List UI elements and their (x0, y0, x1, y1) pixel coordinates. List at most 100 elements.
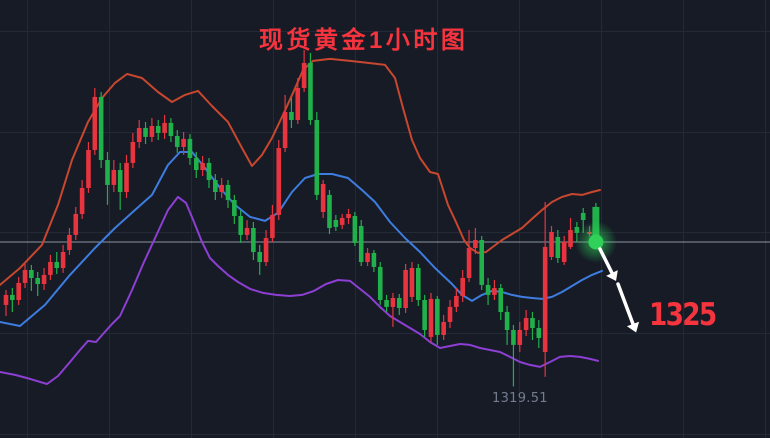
candle-body (238, 216, 243, 235)
candle-body (580, 212, 586, 220)
glow-dot (588, 234, 604, 250)
candle-body (117, 170, 123, 192)
candle-body (35, 278, 41, 284)
candle-body (244, 228, 250, 235)
candle-body (314, 120, 320, 195)
candle-body (136, 128, 142, 142)
candle-body (105, 160, 110, 185)
candle-body (155, 126, 161, 133)
candle-body (29, 270, 34, 278)
candle-body (371, 252, 377, 267)
candle-body (73, 214, 79, 235)
candle-body (41, 274, 47, 284)
candle-body (251, 228, 256, 252)
candle-body (98, 96, 104, 160)
candle-body (187, 138, 193, 158)
candle-body (92, 96, 98, 150)
candle-body (441, 322, 446, 335)
candle-body (339, 218, 345, 225)
candle-body (282, 112, 288, 148)
bollinger-upper-band (0, 57, 601, 286)
candle-body (257, 252, 263, 262)
candle-body (415, 268, 421, 300)
current-price-glow-dot (574, 221, 617, 263)
candle-body (308, 62, 313, 120)
candle-body (16, 282, 21, 300)
candle-body (492, 288, 497, 295)
candle-body (79, 188, 85, 214)
candle-body (396, 298, 402, 308)
candle-body (536, 328, 542, 338)
candle-body (219, 184, 224, 192)
candle-body (181, 138, 186, 147)
candle-body (523, 318, 529, 330)
candle-body (555, 236, 561, 258)
candle-body (479, 240, 485, 285)
candle-body (149, 126, 155, 137)
candle-body (86, 150, 91, 188)
candle-body (22, 270, 28, 283)
candle-body (263, 238, 269, 262)
chart-title: 现货黄金1小时图 (259, 27, 469, 54)
candle-body (270, 214, 275, 238)
bollinger-middle-band (0, 151, 603, 327)
candle-body (466, 248, 472, 278)
candle-body (200, 162, 205, 170)
candle-body (295, 88, 301, 120)
arrow-shaft (598, 247, 614, 275)
low-price-label: 1319.51 (492, 391, 548, 406)
candle-body (460, 278, 465, 296)
candle-body (390, 298, 396, 307)
candle-body (377, 266, 383, 300)
candle-body (276, 148, 282, 215)
candle-body (301, 62, 307, 88)
candle-body (225, 184, 231, 200)
candle-body (48, 262, 53, 275)
candle-body (168, 122, 174, 136)
candle-body (54, 262, 60, 268)
candle-body (320, 184, 326, 212)
candle-body (111, 170, 117, 185)
bollinger-lower-band (0, 195, 599, 385)
candle-body (422, 300, 427, 330)
candle-body (346, 214, 351, 218)
candle-body (504, 312, 510, 330)
arrow-head (606, 270, 618, 282)
candle-body (213, 180, 218, 192)
bollinger-bands (0, 57, 603, 385)
candle-body (454, 296, 459, 307)
candle-body (403, 270, 408, 308)
candle-body (193, 158, 199, 170)
candle-body (447, 306, 453, 322)
candle-body (60, 252, 66, 268)
candle-body (130, 142, 136, 163)
arrow-head (626, 321, 640, 333)
candle-body (327, 194, 332, 228)
candle-body (289, 112, 294, 120)
candle-body (3, 294, 9, 305)
arrow-shaft (616, 282, 635, 326)
price-target-label: 1325 (649, 297, 717, 333)
forecast-arrows (598, 247, 640, 333)
candle-body (365, 252, 370, 262)
candle-body (162, 122, 167, 133)
candle-body (574, 226, 580, 233)
candle-body (124, 162, 129, 192)
candle-body (384, 300, 389, 307)
candle-body (428, 298, 434, 337)
candle-body (498, 288, 504, 312)
candle-body (549, 232, 554, 257)
candle-body (568, 230, 573, 247)
candle-body (530, 318, 535, 328)
candle-body (409, 268, 415, 297)
candles (3, 50, 600, 387)
candle-body (206, 162, 212, 180)
candle-body (67, 234, 72, 250)
candle-body (333, 220, 339, 227)
candle-body (358, 226, 364, 262)
candle-body (352, 216, 358, 243)
candle-body (143, 128, 148, 137)
candle-body (435, 298, 440, 335)
